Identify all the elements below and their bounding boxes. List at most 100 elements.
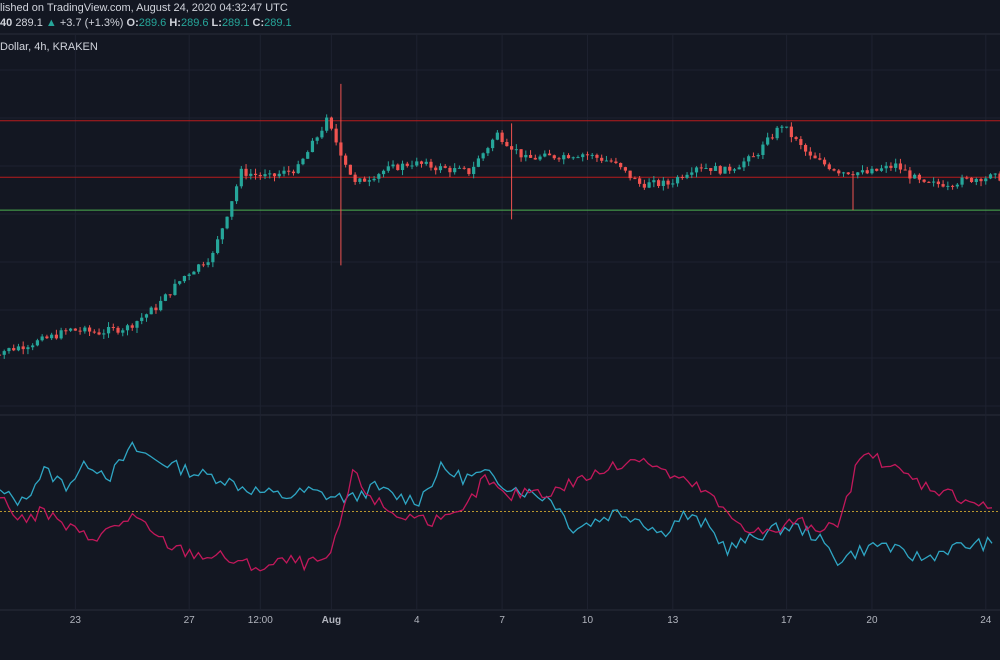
candle xyxy=(690,167,694,179)
candle-body xyxy=(969,177,974,182)
candle xyxy=(960,174,964,188)
close-label: C: xyxy=(252,17,265,29)
candle xyxy=(111,323,115,331)
candle xyxy=(54,329,58,340)
candle-body xyxy=(348,164,352,175)
candle xyxy=(258,172,262,180)
candle-body xyxy=(642,183,646,188)
candle-body xyxy=(732,169,737,171)
candle-body xyxy=(121,330,125,333)
candle-body xyxy=(410,165,414,167)
candle-body xyxy=(827,164,831,170)
candle-body xyxy=(538,156,542,160)
candle xyxy=(476,155,481,168)
candle xyxy=(144,313,149,322)
candle-body xyxy=(666,180,670,185)
candle xyxy=(538,154,542,162)
candle xyxy=(766,132,770,146)
open-label: O: xyxy=(126,17,139,29)
candle xyxy=(424,158,428,166)
candle xyxy=(898,158,903,174)
candle-body xyxy=(106,326,111,334)
x-tick-label: 17 xyxy=(781,615,793,626)
candle-body xyxy=(514,149,518,151)
candle-body xyxy=(789,126,793,138)
candle xyxy=(865,166,869,175)
candle xyxy=(287,166,291,176)
candle xyxy=(747,154,751,167)
candle xyxy=(770,133,774,140)
candle-body xyxy=(448,167,452,173)
candle xyxy=(505,138,509,147)
candle-body xyxy=(998,173,1000,181)
candle-body xyxy=(187,274,191,276)
candle xyxy=(514,144,518,155)
candle-body xyxy=(0,354,2,356)
candle xyxy=(936,178,940,188)
candle xyxy=(524,150,528,162)
candle-body xyxy=(879,168,884,171)
candle xyxy=(680,174,684,180)
candle xyxy=(472,161,476,179)
candle xyxy=(334,123,338,146)
candle xyxy=(329,116,334,131)
candle xyxy=(813,152,817,159)
candle-body xyxy=(576,157,580,159)
candle xyxy=(552,154,556,160)
candle xyxy=(149,306,153,315)
candle xyxy=(922,179,926,183)
candle-body xyxy=(2,351,6,355)
candle-body xyxy=(704,168,708,170)
candle-body xyxy=(154,307,158,311)
candle-body xyxy=(230,201,234,217)
candle-body xyxy=(405,163,409,166)
candle-body xyxy=(26,347,30,350)
candle xyxy=(239,166,243,189)
candle xyxy=(268,170,272,179)
candle-body xyxy=(12,348,16,351)
x-tick-label: 20 xyxy=(866,615,878,626)
candle-body xyxy=(898,163,903,170)
candle xyxy=(348,164,352,175)
candle xyxy=(571,156,575,160)
candle xyxy=(344,153,348,168)
candle-body xyxy=(149,307,153,315)
candle-body xyxy=(125,325,130,331)
candle-body xyxy=(45,336,49,339)
candle xyxy=(154,303,158,314)
candle xyxy=(35,338,40,347)
candle xyxy=(993,173,997,179)
candle xyxy=(590,153,594,160)
candle xyxy=(642,179,646,190)
candle-body xyxy=(495,132,499,140)
published-text: lished on TradingView.com, August 24, 20… xyxy=(0,2,288,14)
candle xyxy=(73,328,77,331)
candle xyxy=(197,263,201,274)
candle xyxy=(320,126,324,140)
candle-body xyxy=(552,155,556,159)
candle xyxy=(533,154,537,160)
candle xyxy=(822,157,827,167)
candle xyxy=(87,325,92,336)
candle-body xyxy=(932,181,936,183)
candle xyxy=(78,327,82,335)
candle-body xyxy=(453,168,457,173)
candle xyxy=(102,329,106,340)
candle xyxy=(557,156,561,162)
candle xyxy=(827,162,831,171)
candle-body xyxy=(239,168,243,187)
candle xyxy=(106,322,111,338)
candle-body xyxy=(353,174,357,182)
last-price: 289.1 xyxy=(15,17,43,29)
candle-body xyxy=(358,178,362,182)
high-label: H: xyxy=(169,17,181,29)
candle xyxy=(182,275,187,284)
candle-body xyxy=(984,178,988,182)
candle-body xyxy=(64,330,68,332)
candle-body xyxy=(50,334,54,339)
candle xyxy=(481,152,485,161)
candle-body xyxy=(16,346,21,351)
candle xyxy=(875,168,879,172)
candle xyxy=(325,114,329,133)
